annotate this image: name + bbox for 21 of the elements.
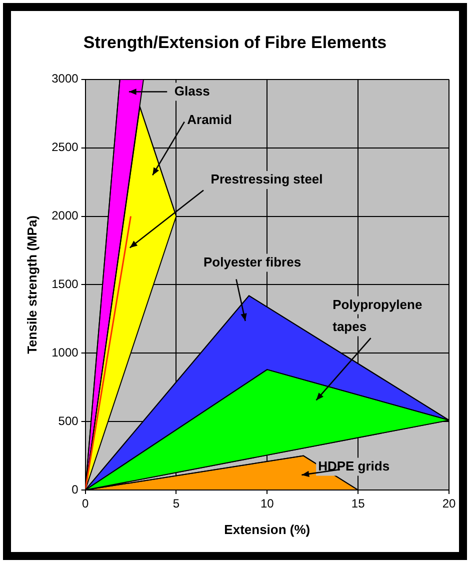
x-tick-label: 10: [260, 496, 274, 511]
x-tick-label: 5: [172, 496, 180, 511]
text: Polypropylene tapes: [332, 296, 422, 334]
x-tick-label: 0: [82, 496, 89, 511]
text: Prestressing steel: [210, 172, 323, 187]
x-axis-title: Extension (%): [224, 522, 310, 537]
y-tick-label: 2500: [52, 140, 79, 154]
chart-title: Strength/Extension of Fibre Elements: [83, 32, 387, 52]
y-axis-title: Tensile strength (MPa): [24, 215, 40, 354]
y-tick-label: 0: [72, 482, 79, 496]
y-tick-label: 1000: [52, 345, 79, 360]
y-tick-label: 2000: [52, 208, 79, 223]
x-tick-label: 20: [442, 496, 456, 511]
text: Aramid: [187, 112, 232, 128]
legend-label: Glass: [174, 83, 210, 98]
text: Polyester fibres: [204, 254, 302, 270]
x-tick-label: 15: [351, 496, 366, 511]
y-tick-label: 3000: [52, 72, 79, 86]
legend-label: HDPE grids: [318, 458, 390, 474]
y-tick-label: 500: [58, 414, 79, 428]
y-tick-label: 1500: [52, 277, 79, 292]
